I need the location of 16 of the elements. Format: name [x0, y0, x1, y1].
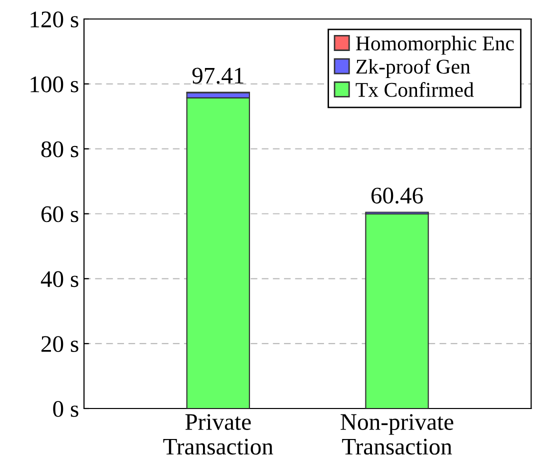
x-tick-label: Non-private Transaction [340, 414, 454, 455]
y-tick-label: 60 s [41, 206, 78, 222]
x-tick-label: Private Transaction [163, 414, 274, 455]
total-label: 60.46 [371, 188, 423, 204]
y-tick-label: 20 s [41, 336, 78, 352]
bar [365, 213, 429, 408]
y-tick-label: 80 s [41, 141, 78, 158]
total-label: 97.41 [192, 68, 244, 84]
legend-label: Zk-proof Gen [356, 58, 470, 78]
bar [186, 97, 250, 408]
legend-label: Tx Confirmed [356, 82, 474, 97]
y-tick-label: 100 s [30, 76, 78, 92]
y-tick-label: 40 s [40, 271, 78, 288]
legend-label: Homomorphic Enc [356, 36, 514, 55]
y-tick-label: 0 s [53, 400, 78, 417]
y-tick-label: 120 s [30, 11, 78, 28]
